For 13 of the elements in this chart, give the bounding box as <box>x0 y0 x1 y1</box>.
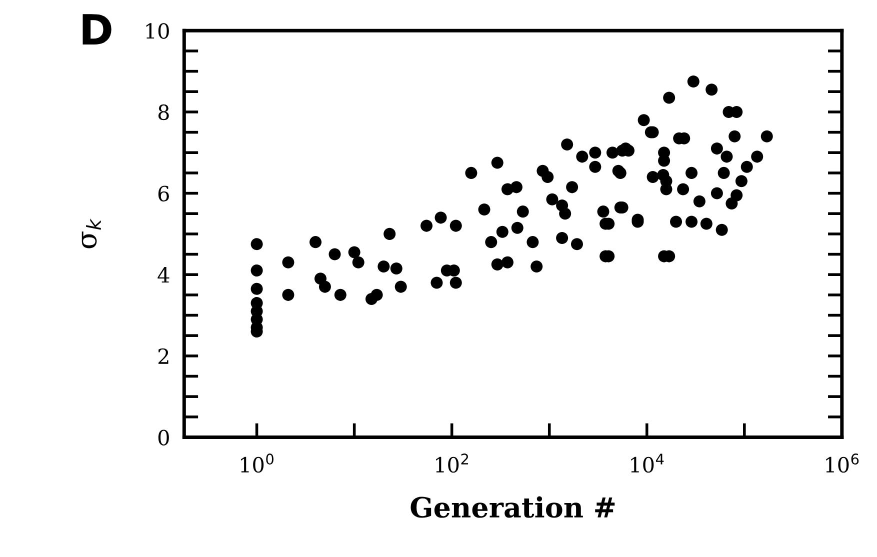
x-tick-label: 10$^{0}$ <box>241 454 274 473</box>
y-tick-label: 4 <box>158 267 170 283</box>
x-axis-title: Generation # <box>410 496 615 518</box>
y-tick-label: 6 <box>158 186 169 202</box>
y-tick-label: 10 <box>146 23 169 39</box>
y-tick-label: 8 <box>158 104 169 120</box>
x-tick-label: 10$^{6}$ <box>826 454 859 473</box>
x-tick-label: 10$^{4}$ <box>631 454 664 473</box>
x-tick-label: 10$^{2}$ <box>436 454 468 473</box>
y-tick-label: 0 <box>158 430 169 446</box>
y-axis-title: σ$_{k}$ <box>82 218 101 248</box>
chart-title: D <box>82 14 112 45</box>
y-tick-label: 2 <box>158 348 168 364</box>
